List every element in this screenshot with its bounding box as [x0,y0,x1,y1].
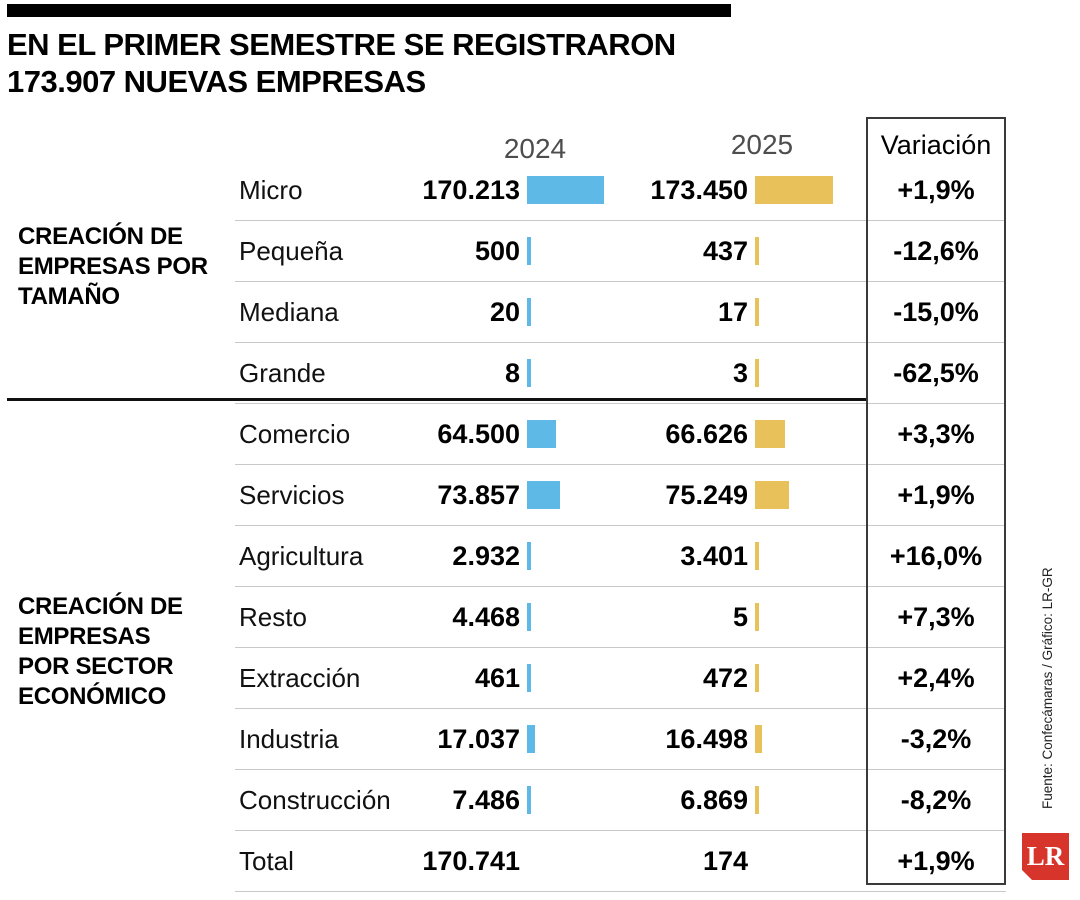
row-label: Micro [239,175,303,205]
table-row-industria: Industria 17.037 16.498 -3,2% [235,709,1006,770]
bar-2025 [755,664,759,692]
bar-2024 [527,786,531,814]
bar-2025 [755,603,759,631]
value-2024: 64.500 [437,419,520,449]
bar-2025 [755,542,759,570]
value-2025: 17 [717,297,748,327]
variation-value: -8,2% [900,785,972,815]
bar-2024 [527,176,604,204]
value-2024: 7.486 [452,785,520,815]
bar-2024 [527,420,556,448]
bar-2024 [527,481,560,509]
bar-2025 [755,420,785,448]
value-2024: 2.932 [452,541,520,571]
section-label-sector: CREACIÓN DE EMPRESAS POR SECTOR ECONÓMIC… [18,593,183,710]
bar-2025 [755,298,759,326]
value-2025: 3 [732,358,748,388]
section-divider-line [7,398,866,401]
row-label: Mediana [239,297,339,327]
table-row-resto: Resto 4.468 5 +7,3% [235,587,1006,648]
value-2024: 8 [504,358,520,388]
bar-2025 [755,359,759,387]
variation-value: -12,6% [893,236,979,266]
row-label: Extracción [239,663,361,693]
row-label: Construcción [239,785,391,815]
row-label: Total [239,846,294,876]
variation-value: +7,3% [897,602,975,632]
value-2025: 3.401 [680,541,748,571]
value-2024: 170.213 [422,175,520,205]
value-2025: 437 [702,236,748,266]
row-label: Grande [239,358,326,388]
variation-value: +16,0% [889,541,983,571]
bar-2025 [755,725,762,753]
bar-2024 [527,237,531,265]
table-row-pequena: Pequeña 500 437 -12,6% [235,221,1006,282]
bar-2025 [755,786,759,814]
table-row-total: Total 170.741 174 +1,9% [235,831,1006,892]
row-label: Pequeña [239,236,344,266]
bar-2025 [755,176,833,204]
table-row-extraccion: Extracción 461 472 +2,4% [235,648,1006,709]
value-2024: 73.857 [437,480,520,510]
value-2024: 4.468 [452,602,520,632]
table-row-construccion: Construcción 7.486 6.869 -8,2% [235,770,1006,831]
variation-value: -62,5% [893,358,979,388]
bar-2024 [527,298,531,326]
value-2025: 472 [702,663,748,693]
row-label: Industria [239,724,339,754]
section-label-size: CREACIÓN DE EMPRESAS POR TAMAÑO [18,223,208,310]
lr-logo: LR [1022,833,1069,880]
value-2025: 16.498 [665,724,748,754]
row-label: Servicios [239,480,345,510]
variation-value: +3,3% [897,419,975,449]
value-2025: 6.869 [680,785,748,815]
column-header-2025: 2025 [730,129,794,160]
value-2025: 5 [732,602,748,632]
value-2024: 20 [489,297,520,327]
bar-2024 [527,664,531,692]
bar-2024 [527,603,531,631]
value-2025: 66.626 [665,419,748,449]
value-2024: 461 [474,663,520,693]
value-2025: 173.450 [650,175,748,205]
value-2024: 170.741 [422,846,520,876]
bar-2024 [527,359,531,387]
row-label: Agricultura [239,541,364,571]
value-2024: 500 [474,236,520,266]
table-row-mediana: Mediana 20 17 -15,0% [235,282,1006,343]
bar-2024 [527,542,531,570]
value-2025: 174 [702,846,748,876]
value-2025: 75.249 [665,480,748,510]
value-2024: 17.037 [437,724,520,754]
page-title: EN EL PRIMER SEMESTRE SE REGISTRARON 173… [7,27,676,99]
data-table: Micro 170.213 173.450 +1,9% Pequeña 500 … [235,160,1006,892]
variation-value: -3,2% [900,724,972,754]
row-label: Comercio [239,419,351,449]
bar-2025 [755,237,759,265]
table-row-servicios: Servicios 73.857 75.249 +1,9% [235,465,1006,526]
table-row-grande: Grande 8 3 -62,5% [235,343,1006,404]
lr-logo-text: LR [1026,841,1065,871]
bar-2025 [755,481,789,509]
bar-2024 [527,725,535,753]
table-row-comercio: Comercio 64.500 66.626 +3,3% [235,404,1006,465]
variation-value: -15,0% [893,297,979,327]
table-row-micro: Micro 170.213 173.450 +1,9% [235,160,1006,221]
variation-value: +2,4% [897,663,975,693]
column-header-variation: Variación [880,130,992,160]
table-row-agricultura: Agricultura 2.932 3.401 +16,0% [235,526,1006,587]
variation-value: +1,9% [897,846,975,876]
variation-value: +1,9% [897,480,975,510]
column-header-2024: 2024 [503,133,567,164]
row-label: Resto [239,602,307,632]
source-credit: Fuente: Confecámaras / Gráfico: LR-GR [1040,567,1055,809]
top-accent-bar [7,4,731,17]
variation-value: +1,9% [897,175,975,205]
